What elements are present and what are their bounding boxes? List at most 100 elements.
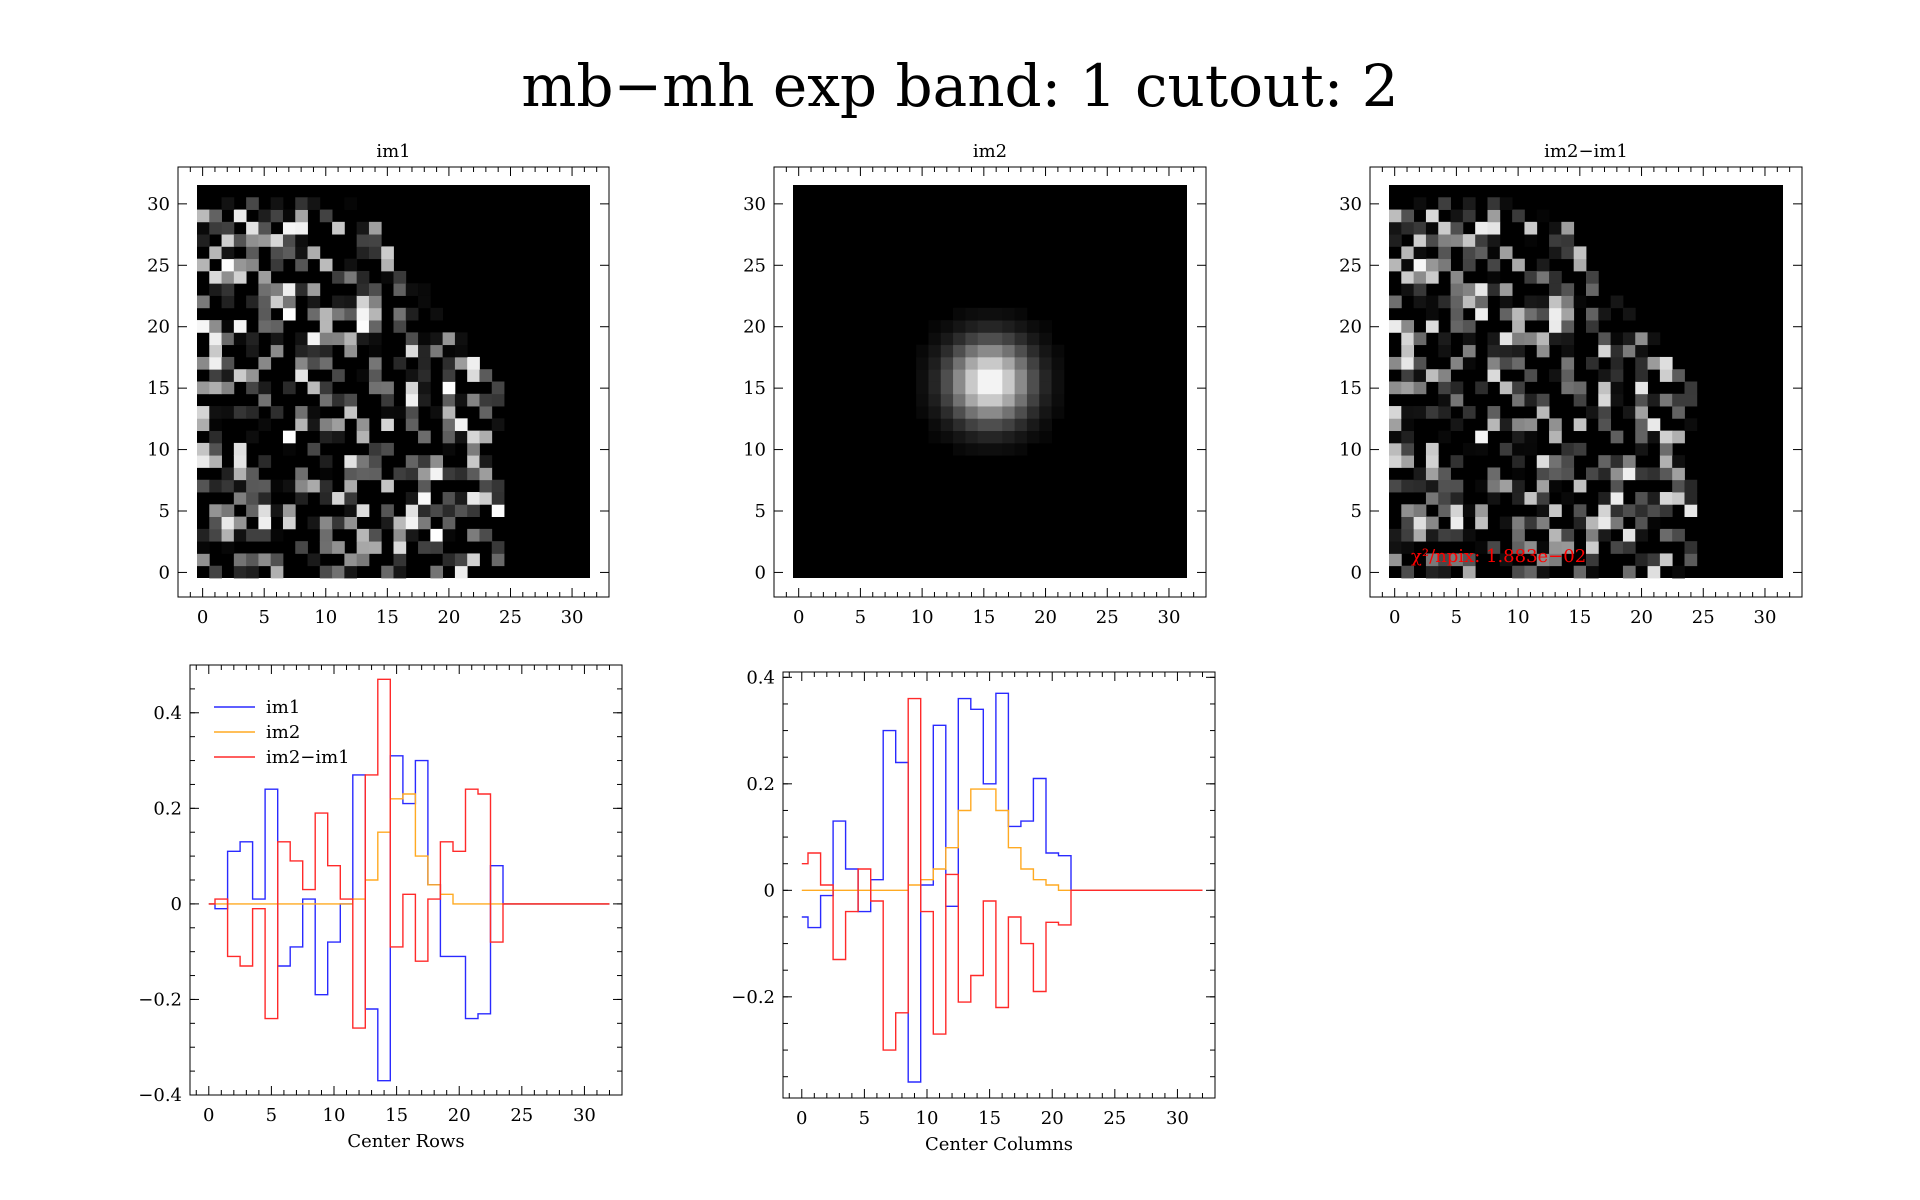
pixel [1598,393,1612,407]
pixel [1549,270,1562,284]
pixel [197,258,210,272]
pixel [1425,307,1439,321]
pixel [233,553,247,567]
pixel [454,344,468,358]
pixel [1487,234,1501,247]
series-line-0 [801,692,1203,1083]
pixel [1499,381,1513,395]
pixel [197,418,210,432]
pixel [1487,270,1501,284]
x-axis-label: Center Columns [925,1134,1073,1155]
pixel [1438,369,1451,382]
pixel [990,406,1003,419]
pixel [295,406,308,419]
pixel [1524,332,1538,346]
pixel [1401,528,1415,542]
pixel [197,553,210,567]
pixel [1462,344,1476,358]
pixel [319,528,333,542]
pixel [1536,479,1550,493]
pixel [442,553,456,567]
pixel [1536,295,1550,309]
pixel [270,553,284,567]
pixel [221,504,235,517]
pixel [1462,332,1476,346]
pixel [928,344,942,358]
y-tick-label: 20 [743,317,766,338]
pixel [1561,295,1575,309]
pixel [1647,565,1661,579]
pixel [233,320,247,333]
pixel [344,307,358,321]
pixel [1586,283,1599,296]
pixel [1425,553,1439,567]
pixel [197,320,210,333]
pixel [1401,479,1415,493]
x-tick-label: 25 [1692,607,1715,628]
pixel [1622,541,1636,554]
pixel [1462,320,1476,333]
pixel [990,332,1003,346]
pixel [1487,197,1501,210]
pixel [319,479,333,493]
pixel [344,492,358,505]
y-tick-label: 10 [147,440,170,461]
pixel [940,356,954,370]
pixel [1475,504,1488,517]
pixel [418,295,431,309]
pixel [1039,430,1052,444]
pixel [442,516,456,530]
pixel [1425,406,1439,419]
im1-panel: 0 5 10 15 20 25 30 0 5 10 15 20 25 30 im1 [147,141,610,628]
pixel [1389,221,1402,235]
pixel [1401,356,1415,370]
pixel [1475,283,1488,296]
y-tick-label: 30 [1339,194,1362,215]
axes-frame [1369,166,1803,598]
pixel [1635,406,1648,419]
pixel [246,504,259,517]
pixel [1051,369,1065,382]
pixel [258,504,272,517]
pixel [246,332,259,346]
pixel [307,516,321,530]
pixel [1438,467,1451,481]
pixel [479,479,493,493]
pixel [1647,504,1661,517]
pixel [1487,246,1501,260]
pixel [209,442,222,456]
pixel [368,307,382,321]
pixel [1425,320,1439,333]
pixel [1438,492,1451,505]
pixel [1586,516,1599,530]
pixel [1512,356,1525,370]
pixel [953,393,966,407]
pixel [990,381,1003,395]
pixel [319,381,333,395]
pixel [479,492,493,505]
pixel [1524,307,1538,321]
pixel [1536,270,1550,284]
pixel [1635,492,1648,505]
x-tick-label: 30 [573,1105,596,1126]
pixel [319,356,333,370]
pixel [965,320,979,333]
pixel [1549,541,1562,554]
pixel [295,332,308,346]
pixel [1450,283,1464,296]
pixel [1536,541,1550,554]
pixel [344,332,358,346]
pixel [356,528,370,542]
pixel [1524,442,1538,456]
pixel [1425,455,1439,468]
pixel [1549,455,1562,468]
pixel [1549,369,1562,382]
pixel [1039,356,1052,370]
pixel [221,320,235,333]
pixel [1389,320,1402,333]
pixel [356,467,370,481]
pixel [479,406,493,419]
pixel [1014,406,1028,419]
pixel [1561,528,1575,542]
pixel [467,393,480,407]
